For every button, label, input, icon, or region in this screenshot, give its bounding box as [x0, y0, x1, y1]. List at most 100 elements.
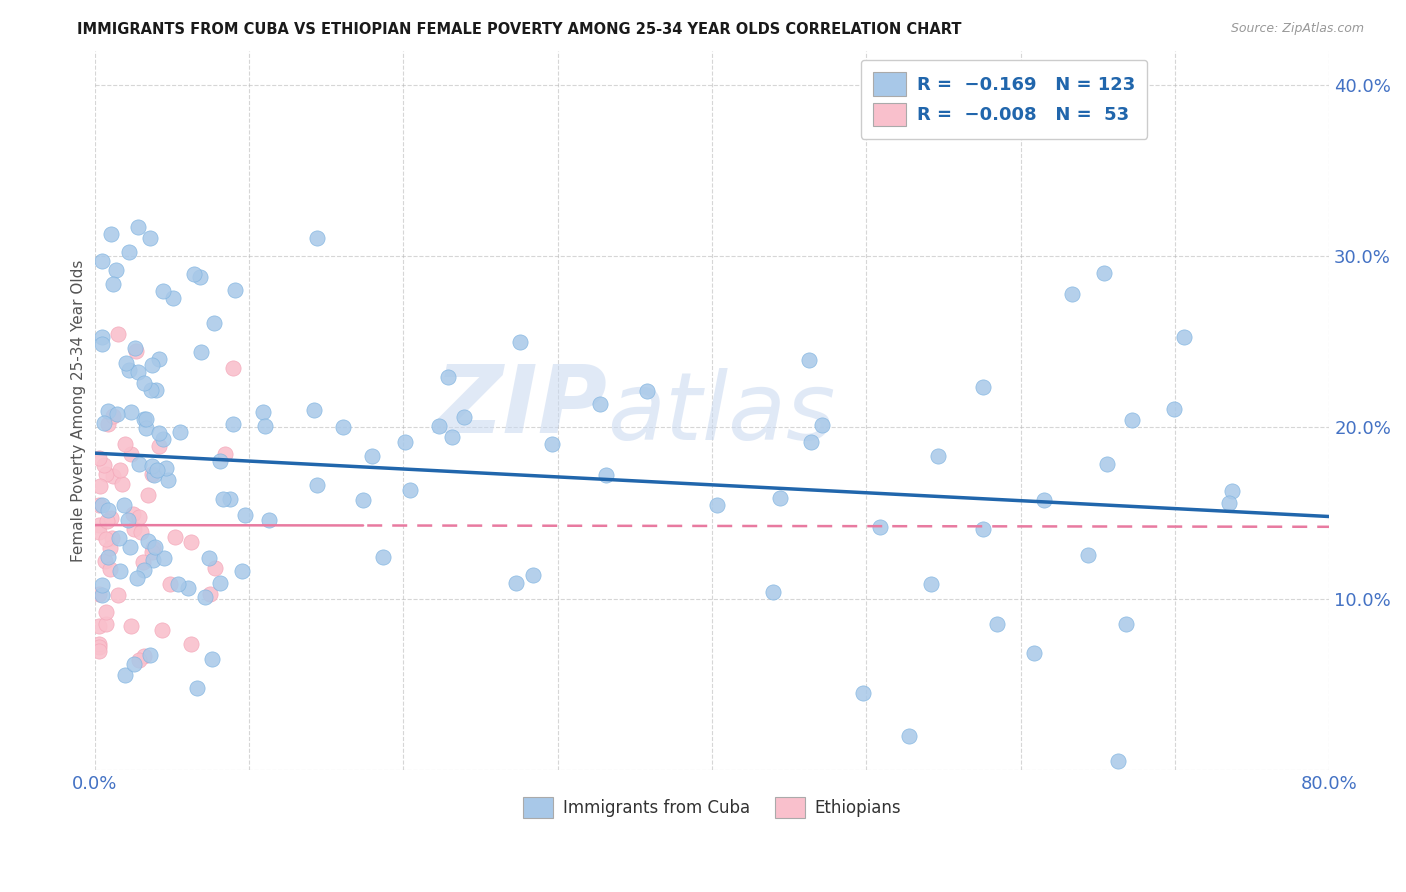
Point [252, 405, 274, 419]
Point [104, 262, 127, 277]
Point [150, 623, 173, 637]
Point [148, 439, 170, 453]
Point [141, 467, 163, 481]
Point [522, 568, 544, 582]
Point [222, 417, 245, 432]
Point [186, 681, 208, 695]
Point [120, 405, 142, 419]
Point [209, 453, 232, 467]
Point [139, 384, 162, 398]
Point [180, 534, 202, 549]
Point [1121, 413, 1143, 427]
Point [132, 555, 155, 569]
Point [811, 418, 834, 433]
Point [148, 351, 170, 366]
Point [231, 564, 253, 578]
Point [89, 518, 111, 533]
Point [869, 520, 891, 534]
Point [259, 512, 281, 526]
Point [134, 376, 156, 390]
Point [94, 532, 117, 546]
Point [800, 435, 823, 450]
Point [122, 657, 145, 671]
Point [118, 245, 141, 260]
Point [101, 277, 124, 291]
Point [107, 588, 129, 602]
Point [352, 493, 374, 508]
Point [1024, 647, 1046, 661]
Point [94, 605, 117, 619]
Point [509, 334, 531, 349]
Point [437, 369, 460, 384]
Point [148, 425, 170, 440]
Point [142, 541, 165, 555]
Point [127, 365, 149, 379]
Point [91, 329, 114, 343]
Point [135, 421, 157, 435]
Point [129, 524, 152, 539]
Point [1032, 492, 1054, 507]
Point [108, 463, 131, 477]
Y-axis label: Female Poverty Among 25-34 Year Olds: Female Poverty Among 25-34 Year Olds [72, 260, 86, 562]
Point [198, 550, 221, 565]
Point [361, 449, 384, 463]
Point [254, 418, 277, 433]
Point [589, 397, 612, 411]
Text: IMMIGRANTS FROM CUBA VS ETHIOPIAN FEMALE POVERTY AMONG 25-34 YEAR OLDS CORRELATI: IMMIGRANTS FROM CUBA VS ETHIOPIAN FEMALE… [77, 22, 962, 37]
Point [135, 412, 157, 426]
Point [219, 492, 242, 507]
Point [141, 458, 163, 473]
Point [89, 637, 111, 651]
Point [89, 587, 111, 601]
Point [768, 491, 790, 505]
Point [94, 554, 117, 568]
Point [183, 267, 205, 281]
Point [152, 551, 174, 566]
Point [124, 341, 146, 355]
Point [441, 430, 464, 444]
Point [89, 524, 111, 539]
Point [100, 227, 122, 241]
Point [157, 473, 180, 487]
Point [146, 463, 169, 477]
Point [105, 407, 128, 421]
Point [96, 514, 118, 528]
Point [204, 560, 226, 574]
Point [201, 652, 224, 666]
Point [101, 469, 124, 483]
Point [132, 563, 155, 577]
Point [307, 478, 329, 492]
Point [97, 404, 120, 418]
Point [136, 533, 159, 548]
Point [97, 549, 120, 564]
Point [91, 578, 114, 592]
Point [305, 231, 328, 245]
Point [101, 409, 124, 423]
Point [427, 418, 450, 433]
Point [117, 513, 139, 527]
Point [89, 498, 111, 512]
Point [394, 434, 416, 449]
Point [128, 653, 150, 667]
Point [152, 284, 174, 298]
Point [91, 588, 114, 602]
Text: atlas: atlas [607, 368, 835, 459]
Point [89, 619, 111, 633]
Point [898, 729, 921, 743]
Point [111, 476, 134, 491]
Point [91, 337, 114, 351]
Point [91, 498, 114, 512]
Point [124, 522, 146, 536]
Point [636, 384, 658, 398]
Point [139, 231, 162, 245]
Point [94, 467, 117, 481]
Point [101, 531, 124, 545]
Point [94, 616, 117, 631]
Point [97, 417, 120, 431]
Point [159, 577, 181, 591]
Point [398, 483, 420, 497]
Point [190, 345, 212, 359]
Point [108, 531, 131, 545]
Point [98, 541, 121, 556]
Point [453, 410, 475, 425]
